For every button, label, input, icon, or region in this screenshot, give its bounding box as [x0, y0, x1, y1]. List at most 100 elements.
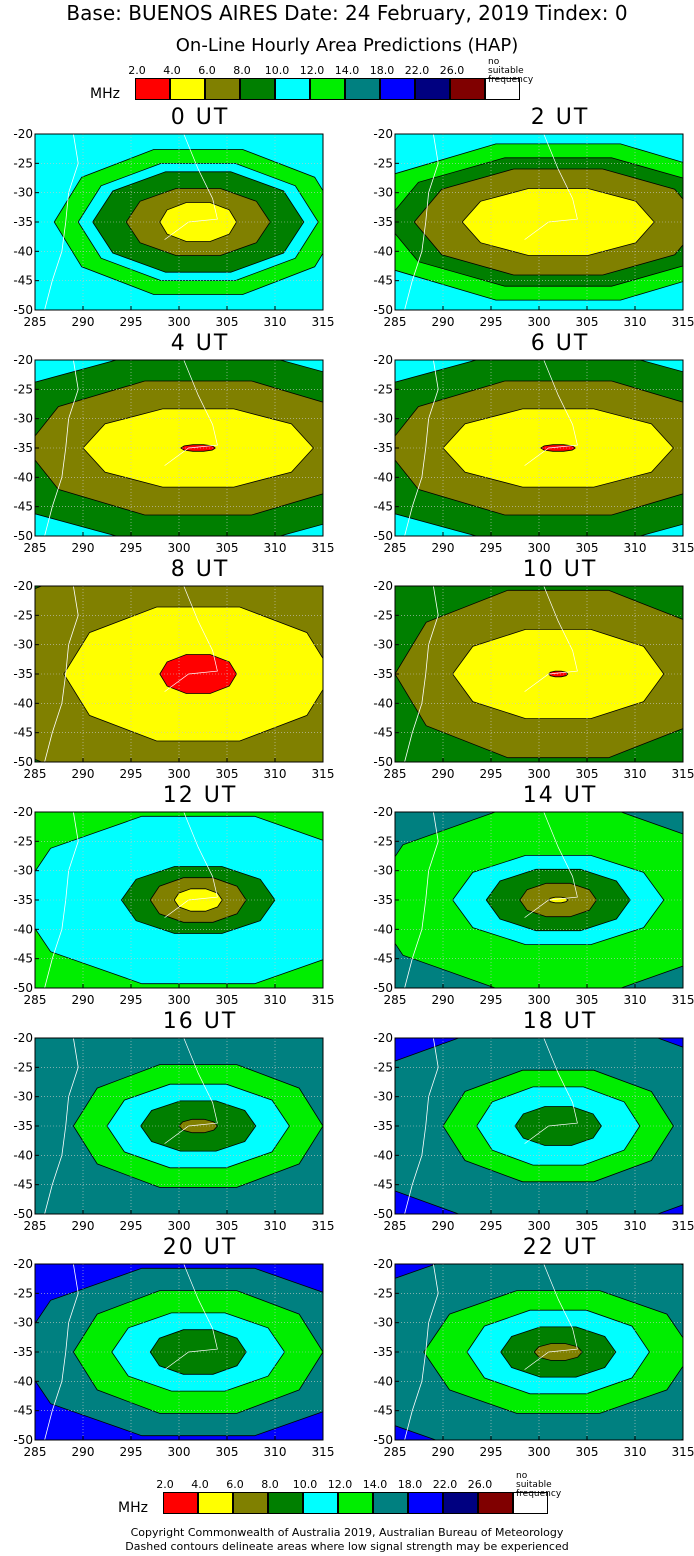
hap-plot: 285 290 295 300 305 310 315 -20 -25 -30 -35 -40 -45 -…: [373, 1031, 694, 1233]
hap-plot: 285 290 295 300 305 310 315 -20 -25 -30 -35 -40 -45 -…: [13, 127, 334, 329]
hap-plot: 285 290 295 300 305 310 315 -20 -25 -30 -35 -40 -45 -…: [373, 353, 694, 555]
legend-no-suitable: no suitable frequency: [516, 1471, 562, 1499]
hap-plot: 285 290 295 300 305 310 315 -20 -25 -30 -35 -40 -45 -…: [13, 1031, 334, 1233]
panel-title: 16 UT: [162, 1009, 238, 1034]
y-tick-label: -45: [373, 500, 393, 514]
x-tick-label: 315: [672, 1219, 694, 1233]
legend-label: 2.0: [128, 64, 146, 77]
legend-swatch: [345, 78, 380, 100]
x-tick-label: 305: [576, 1219, 599, 1233]
y-tick-label: -20: [373, 1031, 393, 1045]
y-tick-label: -35: [13, 893, 33, 907]
legend-label: 18.0: [369, 64, 395, 77]
x-tick-label: 310: [624, 315, 647, 329]
x-tick-label: 305: [576, 767, 599, 781]
y-tick-label: -40: [13, 1148, 33, 1162]
x-tick-label: 295: [120, 541, 143, 555]
x-tick-label: 285: [384, 767, 407, 781]
y-tick-label: -35: [373, 1345, 393, 1359]
contour-region: [178, 1118, 218, 1134]
y-tick-label: -45: [13, 1404, 33, 1418]
x-tick-label: 305: [216, 541, 239, 555]
header-title: Base: BUENOS AIRES Date: 24 February, 20…: [66, 1, 628, 25]
hap-plot: 285 290 295 300 305 310 315 -20 -25 -30 -35 -40 -45 -…: [373, 579, 694, 781]
x-tick-label: 295: [120, 993, 143, 1007]
x-tick-label: 305: [576, 1445, 599, 1459]
y-tick-label: -25: [373, 156, 393, 170]
contour-region: [173, 888, 223, 912]
x-tick-label: 285: [24, 767, 47, 781]
legend-swatch: [240, 78, 275, 100]
y-tick-label: -50: [13, 755, 33, 769]
border-line: [164, 812, 218, 918]
x-tick-label: 315: [672, 541, 694, 555]
border-line: [524, 586, 578, 692]
legend-bottom: MHz 2.0 4.0 6.0 8.0 10.0 12.0 14.0 18.0 22.0 26.0 n…: [118, 1472, 561, 1524]
x-tick-label: 290: [432, 1445, 455, 1459]
x-tick-label: 300: [528, 541, 551, 555]
y-tick-label: -45: [373, 726, 393, 740]
legend-swatch: [485, 78, 520, 100]
hap-panel: 285 290 295 300 305 310 315 -20 -25 -30 -35 -40 -45 -…: [365, 558, 694, 788]
legend-label: 6.0: [198, 64, 216, 77]
y-tick-label: -50: [373, 1433, 393, 1447]
y-tick-label: -40: [373, 470, 393, 484]
x-tick-label: 285: [384, 315, 407, 329]
y-tick-label: -25: [373, 382, 393, 396]
y-tick-label: -30: [13, 412, 33, 426]
border-line: [524, 1264, 578, 1370]
x-tick-label: 290: [432, 541, 455, 555]
x-tick-label: 295: [120, 1445, 143, 1459]
hap-plot: 285 290 295 300 305 310 315 -20 -25 -30 -35 -40 -45 -…: [13, 1257, 334, 1459]
y-tick-label: -45: [13, 1178, 33, 1192]
x-tick-label: 315: [312, 541, 335, 555]
hap-panel: 285 290 295 300 305 310 315 -20 -25 -30 -35 -40 -45 -…: [365, 332, 694, 562]
x-tick-label: 295: [480, 1445, 503, 1459]
y-tick-label: -20: [13, 127, 33, 141]
x-tick-label: 315: [672, 1445, 694, 1459]
x-tick-label: 300: [168, 767, 191, 781]
legend-swatch: [170, 78, 205, 100]
y-tick-label: -40: [373, 922, 393, 936]
y-tick-label: -20: [13, 353, 33, 367]
x-tick-label: 285: [24, 993, 47, 1007]
contour-region: [149, 1329, 247, 1375]
legend-label: 12.0: [327, 1478, 353, 1491]
hap-panel: 285 290 295 300 305 310 315 -20 -25 -30 -35 -40 -45 -…: [365, 1010, 694, 1240]
y-tick-label: -25: [373, 1060, 393, 1074]
y-tick-label: -35: [13, 1345, 33, 1359]
y-tick-label: -30: [13, 864, 33, 878]
legend-swatch: [408, 1492, 443, 1514]
border-line: [164, 1038, 218, 1144]
hap-panel: 285 290 295 300 305 310 315 -20 -25 -30 -35 -40 -45 -…: [5, 784, 350, 1014]
y-tick-label: -45: [13, 952, 33, 966]
x-tick-label: 310: [264, 1219, 287, 1233]
panel-title: 10 UT: [522, 557, 598, 582]
legend-swatch: [135, 78, 170, 100]
panel-title: 8 UT: [170, 557, 230, 582]
y-tick-label: -20: [13, 1257, 33, 1271]
y-tick-label: -40: [13, 470, 33, 484]
y-tick-label: -35: [13, 441, 33, 455]
x-tick-label: 305: [216, 315, 239, 329]
x-tick-label: 310: [264, 993, 287, 1007]
y-tick-label: -40: [13, 1374, 33, 1388]
legend-no-suitable: no suitable frequency: [488, 57, 534, 85]
legend-label: 22.0: [432, 1478, 458, 1491]
x-tick-label: 290: [72, 767, 95, 781]
x-tick-label: 315: [672, 315, 694, 329]
y-tick-label: -40: [373, 1374, 393, 1388]
x-tick-label: 290: [432, 993, 455, 1007]
x-tick-label: 305: [216, 993, 239, 1007]
legend-top: MHz 2.0 4.0 6.0 8.0 10.0 12.0 14.0 18.0 22.0 26.0 n…: [90, 58, 533, 110]
y-tick-label: -40: [373, 1148, 393, 1162]
y-tick-label: -30: [373, 638, 393, 652]
y-tick-label: -50: [13, 981, 33, 995]
hap-panel: 285 290 295 300 305 310 315 -20 -25 -30 -35 -40 -45 -…: [365, 784, 694, 1014]
y-tick-label: -20: [373, 127, 393, 141]
y-tick-label: -45: [13, 500, 33, 514]
legend-label: 26.0: [467, 1478, 493, 1491]
y-tick-label: -30: [373, 1090, 393, 1104]
y-tick-label: -25: [373, 1286, 393, 1300]
x-tick-label: 285: [24, 1219, 47, 1233]
